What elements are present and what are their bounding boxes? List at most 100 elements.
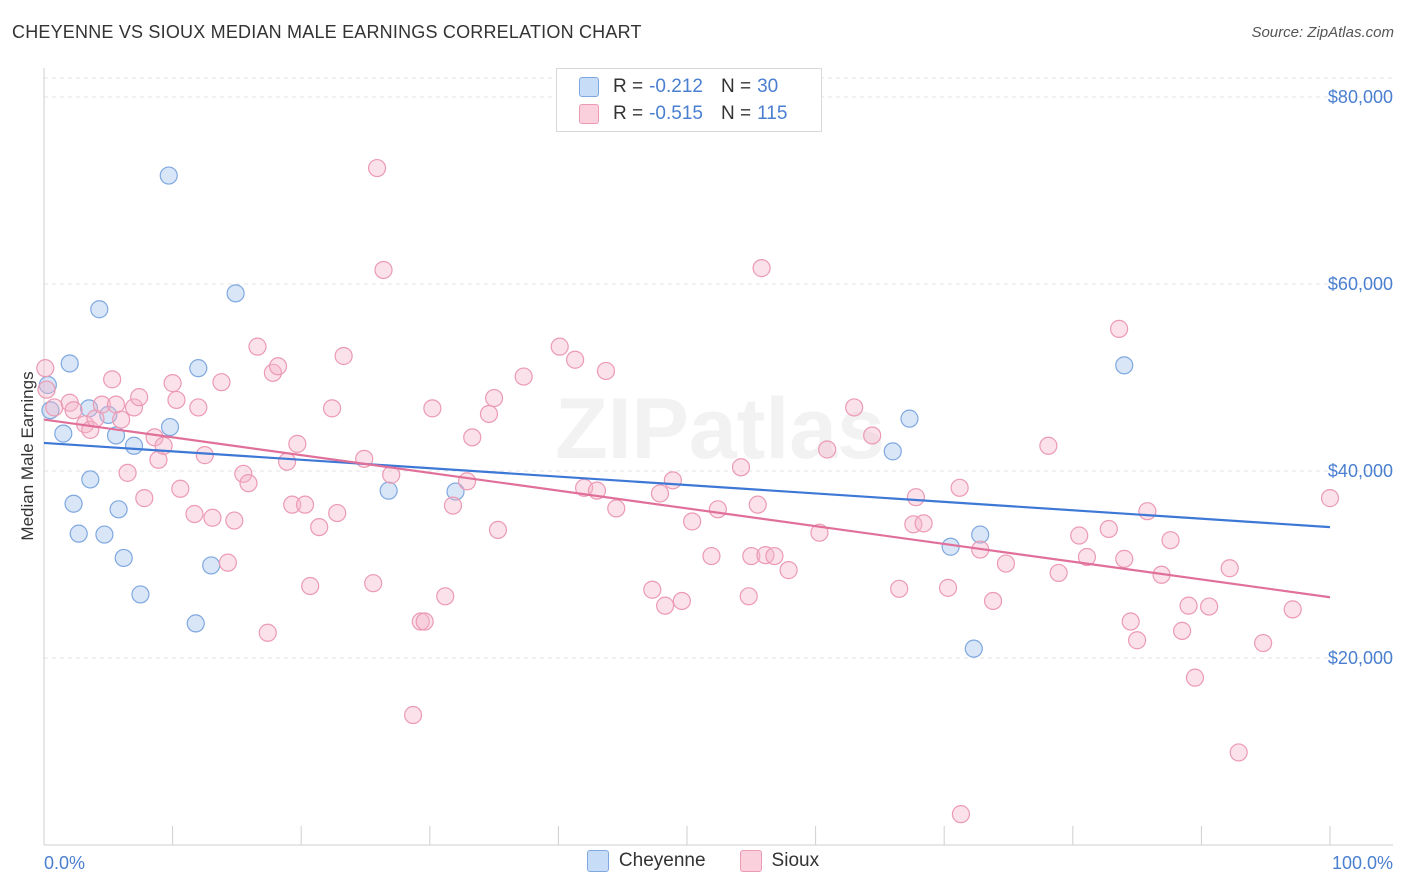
sioux-point xyxy=(36,359,55,378)
cheyenne-point xyxy=(95,525,114,544)
sioux-point xyxy=(810,523,829,542)
r-label: R = xyxy=(613,76,644,97)
r-value-sioux: -0.515 xyxy=(649,103,703,124)
cheyenne-legend-swatch xyxy=(586,850,609,872)
sioux-point xyxy=(218,553,237,572)
sioux-point xyxy=(135,489,154,508)
sioux-point xyxy=(258,623,277,642)
sioux-point xyxy=(225,511,244,530)
sioux-point xyxy=(596,361,616,381)
sioux-point xyxy=(683,512,702,531)
n-label: N = xyxy=(720,103,752,124)
sioux-point xyxy=(463,428,482,447)
sioux-point xyxy=(742,546,761,566)
x-tick-label-start: 0.0% xyxy=(44,853,85,873)
axes xyxy=(43,68,1393,846)
sioux-point xyxy=(118,463,137,482)
cheyenne-point xyxy=(69,524,88,543)
sioux-point xyxy=(1179,596,1198,615)
sioux-point xyxy=(185,504,204,524)
sioux-point xyxy=(328,503,347,523)
sioux-point xyxy=(124,398,144,417)
cheyenne-swatch xyxy=(579,77,599,97)
cheyenne-point xyxy=(964,639,983,658)
sioux-point xyxy=(1049,563,1068,583)
sioux-point xyxy=(950,478,969,497)
sioux-point xyxy=(708,500,727,519)
sioux-point xyxy=(514,367,533,386)
sioux-point xyxy=(731,458,751,477)
sioux-point xyxy=(938,578,958,597)
cheyenne-point xyxy=(971,525,990,544)
sioux-point xyxy=(1283,600,1302,619)
sioux-point xyxy=(863,426,882,445)
sioux-point xyxy=(268,357,288,376)
sioux-point xyxy=(374,260,393,280)
sioux-legend-label: Sioux xyxy=(771,850,820,871)
sioux-point xyxy=(845,398,864,417)
sioux-point xyxy=(650,484,670,503)
cheyenne-point xyxy=(60,354,79,373)
x-tick-label-end: 100.0% xyxy=(1332,853,1393,873)
sioux-point xyxy=(1109,319,1129,338)
sioux-point xyxy=(1161,531,1180,550)
legend-row-sioux: R = -0.515 N = 115 xyxy=(579,100,787,128)
sioux-point xyxy=(37,380,56,399)
sioux-point xyxy=(951,805,971,824)
cheyenne-point xyxy=(159,166,178,185)
grid-lines xyxy=(44,77,1393,659)
sioux-point xyxy=(996,554,1016,573)
sioux-point xyxy=(550,337,569,356)
sioux-point xyxy=(818,440,837,459)
cheyenne-point xyxy=(131,585,150,604)
sioux-point xyxy=(92,395,111,414)
sioux-point xyxy=(195,446,214,465)
sioux-trend-line xyxy=(43,418,1331,599)
sioux-point xyxy=(1099,519,1118,539)
trend-lines xyxy=(43,418,1331,599)
sioux-point xyxy=(64,401,83,420)
sioux-point xyxy=(310,517,329,537)
n-value-cheyenne: 30 xyxy=(757,76,779,97)
sioux-point xyxy=(779,561,798,580)
sioux-point xyxy=(322,399,342,418)
sioux-point xyxy=(672,591,691,611)
sioux-point xyxy=(1185,668,1205,687)
legend-item-sioux[interactable]: Sioux xyxy=(739,850,820,872)
sioux-point xyxy=(277,452,297,471)
sioux-point xyxy=(436,587,455,606)
correlation-legend: R = -0.212 N = 30 R = -0.515 N = 115 xyxy=(556,68,822,132)
sioux-points xyxy=(36,158,1340,824)
n-label: N = xyxy=(720,76,752,97)
cheyenne-point xyxy=(124,436,144,455)
sioux-point xyxy=(403,705,423,725)
watermark: ZIPatlas xyxy=(555,381,885,477)
sioux-point xyxy=(411,612,430,631)
sioux-point xyxy=(488,520,508,540)
cheyenne-point xyxy=(114,548,133,568)
cheyenne-point xyxy=(109,500,128,519)
r-label: R = xyxy=(613,103,644,124)
cheyenne-legend-label: Cheyenne xyxy=(618,850,706,871)
sioux-point xyxy=(906,488,926,507)
sioux-point xyxy=(607,499,626,518)
sioux-point xyxy=(103,370,122,389)
sioux-point xyxy=(283,495,302,514)
cheyenne-point xyxy=(883,442,902,461)
sioux-point xyxy=(739,587,758,606)
sioux-point xyxy=(663,471,682,490)
sioux-point xyxy=(367,158,387,178)
cheyenne-point xyxy=(900,409,919,428)
sioux-point xyxy=(1229,743,1248,762)
sioux-point xyxy=(656,596,675,615)
cheyenne-point xyxy=(54,424,73,443)
cheyenne-point xyxy=(90,300,109,319)
cheyenne-point xyxy=(186,614,205,633)
sioux-point xyxy=(1070,526,1089,545)
legend-item-cheyenne[interactable]: Cheyenne xyxy=(586,850,706,872)
y-tick-label: $60,000 xyxy=(1328,274,1393,294)
sioux-point xyxy=(415,612,434,631)
sioux-point xyxy=(485,388,504,408)
sioux-point xyxy=(212,373,231,392)
